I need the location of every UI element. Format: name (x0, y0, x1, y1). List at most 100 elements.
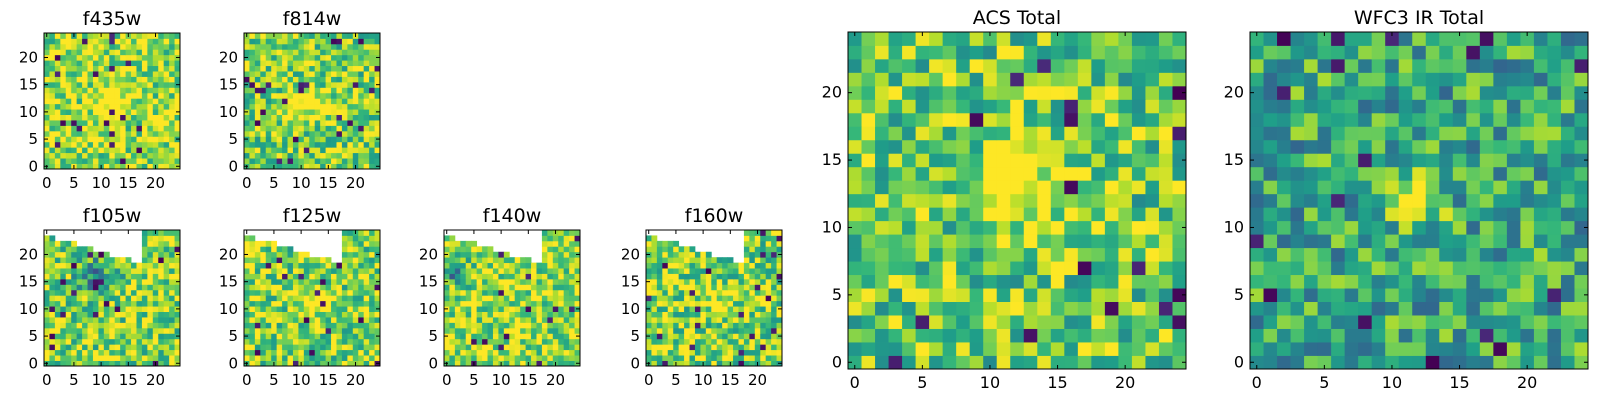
heatmap-cell (454, 338, 461, 345)
heatmap-cell (49, 333, 56, 340)
heatmap-cell (743, 327, 750, 334)
heatmap-cell (358, 230, 365, 236)
heatmap-cell (341, 355, 348, 361)
heatmap-cell (309, 355, 316, 361)
heatmap-cell (358, 355, 365, 361)
heatmap-cell (492, 284, 499, 291)
heatmap-cell (1050, 180, 1065, 195)
heatmap-cell (1479, 234, 1494, 249)
heatmap-cell (563, 333, 570, 340)
heatmap-cell (136, 311, 143, 318)
heatmap-cell (114, 268, 121, 274)
heatmap-cell (169, 289, 175, 296)
heatmap-cell (1547, 32, 1562, 46)
axes-frame (645, 229, 783, 367)
heatmap-cell (1385, 153, 1400, 168)
heatmap-cell (1158, 207, 1173, 222)
heatmap-cell (71, 152, 78, 159)
heatmap-cell (358, 317, 365, 323)
heatmap-cell (158, 125, 165, 132)
heatmap-cell (60, 65, 67, 72)
heatmap-cell (888, 288, 903, 302)
heatmap-cell (476, 355, 483, 361)
heatmap-cell (358, 141, 365, 148)
heatmap-cell (244, 240, 250, 247)
heatmap-cell (1304, 85, 1318, 100)
heatmap-cell (1331, 139, 1346, 154)
heatmap-cell (471, 273, 478, 280)
heatmap-cell (369, 295, 375, 302)
heatmap-cell (969, 355, 984, 370)
heatmap-cell (1131, 58, 1146, 73)
heatmap-cell (547, 289, 554, 296)
axes-frame (443, 229, 581, 367)
heatmap-cell (331, 338, 337, 345)
heatmap-cell (82, 262, 88, 269)
heatmap-cell (98, 141, 105, 148)
heatmap-cell (1425, 220, 1440, 235)
heatmap-cell (574, 230, 581, 236)
heatmap-cell (265, 125, 272, 132)
heatmap-cell (141, 322, 148, 329)
heatmap-cell (689, 322, 696, 329)
heatmap-cell (716, 349, 723, 356)
heatmap-cell (1331, 234, 1346, 249)
heatmap-cell (514, 333, 521, 340)
heatmap-cell (325, 262, 332, 269)
heatmap-cell (298, 130, 305, 137)
heatmap-cell (287, 147, 294, 154)
heatmap-cell (727, 306, 734, 312)
heatmap-cell (1520, 126, 1535, 141)
heatmap-cell (888, 99, 903, 114)
heatmap-cell (1385, 126, 1400, 141)
heatmap-cell (673, 246, 680, 253)
heatmap-cell (492, 344, 499, 351)
heatmap-cell (1493, 355, 1508, 370)
heatmap-cell (1520, 85, 1535, 100)
heatmap-cell (341, 295, 348, 302)
heatmap-cell (71, 322, 78, 329)
heatmap-cell (1131, 72, 1146, 87)
heatmap-cell (1479, 99, 1494, 114)
heatmap-cell (141, 125, 148, 132)
heatmap-cell (531, 322, 537, 329)
heatmap-cell (1050, 139, 1065, 154)
heatmap-cell (1304, 207, 1318, 222)
heatmap-cell (44, 49, 50, 56)
heatmap-cell (1317, 112, 1332, 127)
heatmap-cell (902, 139, 916, 154)
heatmap-cell (292, 163, 299, 170)
heatmap-cell (98, 306, 105, 312)
heatmap-cell (71, 262, 78, 269)
heatmap-cell (136, 136, 143, 143)
heatmap-cell (754, 257, 761, 264)
heatmap-cell (531, 295, 537, 302)
heatmap-cell (727, 257, 734, 264)
heatmap-cell (114, 289, 121, 296)
heatmap-cell (276, 344, 283, 351)
heatmap-cell (114, 273, 121, 280)
heatmap-cell (363, 103, 370, 110)
heatmap-cell (875, 32, 889, 46)
heatmap-cell (276, 317, 283, 323)
heatmap-cell (260, 38, 267, 45)
heatmap-cell (1317, 315, 1332, 329)
heatmap-cell (358, 344, 365, 351)
heatmap-cell (956, 301, 971, 316)
heatmap-cell (260, 240, 267, 247)
heatmap-cell (325, 268, 332, 274)
heatmap-cell (363, 317, 370, 323)
heatmap-cell (460, 338, 467, 345)
heatmap-cell (727, 289, 734, 296)
heatmap-cell (1331, 112, 1346, 127)
heatmap-cell (369, 103, 375, 110)
heatmap-cell (1290, 193, 1305, 208)
heatmap-cell (163, 103, 170, 110)
heatmap-cell (271, 98, 278, 105)
heatmap-cell (1506, 166, 1521, 181)
heatmap-cell (347, 327, 354, 334)
heatmap-cell (174, 349, 181, 356)
heatmap-cell (662, 240, 669, 247)
heatmap-cell (1547, 328, 1562, 343)
heatmap-cell (87, 344, 94, 351)
